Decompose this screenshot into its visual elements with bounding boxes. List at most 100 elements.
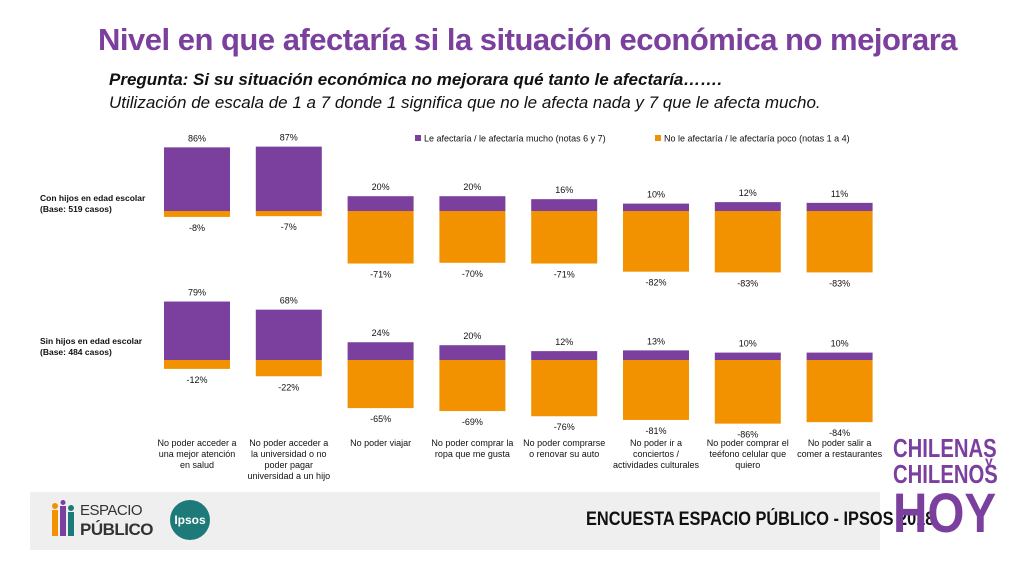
category-label: poder pagar xyxy=(265,460,314,470)
bar-affects-little xyxy=(806,360,873,423)
category-label: o renovar su auto xyxy=(529,449,599,459)
legend-swatch xyxy=(415,135,421,141)
page-title: Nivel en que afectaría si la situación e… xyxy=(98,22,958,57)
bar-affects-much xyxy=(255,146,322,211)
bar-affects-much xyxy=(714,352,781,360)
data-label-affects-little: -86% xyxy=(737,430,758,440)
category-label: quiero xyxy=(735,460,760,470)
bar-affects-much xyxy=(439,196,506,211)
espacio-word: ESPACIO xyxy=(80,502,143,519)
data-label-affects-much: 79% xyxy=(188,288,206,298)
category-label: No poder salir a xyxy=(808,438,872,448)
category-label: una mejor atención xyxy=(159,449,236,459)
data-label-affects-much: 10% xyxy=(647,190,665,200)
bar-affects-little xyxy=(714,360,781,424)
bar-affects-little xyxy=(439,360,506,412)
bar-affects-little xyxy=(806,211,873,273)
panel-label: Sin hijos en edad escolar xyxy=(40,336,143,346)
data-label-affects-much: 16% xyxy=(555,185,573,195)
category-label: comer a restaurantes xyxy=(797,449,883,459)
brand-line-3: HOY xyxy=(893,481,997,544)
bar-affects-much xyxy=(255,309,322,360)
chilenas-chilenos-hoy-logo: CHILENAS y CHILENOS HOY xyxy=(893,433,1003,553)
panel-base-label: (Base: 519 casos) xyxy=(40,204,112,214)
category-label: No poder viajar xyxy=(350,438,411,448)
category-label: No poder comprarse xyxy=(523,438,605,448)
data-label-affects-much: 68% xyxy=(280,296,298,306)
category-label: No poder comprar la xyxy=(431,438,513,448)
data-label-affects-little: -7% xyxy=(281,222,297,232)
espacio-publico-logo: ESPACIO PÚBLICO xyxy=(50,500,160,542)
data-label-affects-little: -69% xyxy=(462,417,483,427)
bar-affects-little xyxy=(347,211,414,264)
survey-footer-title: ENCUESTA ESPACIO PÚBLICO - IPSOS 2018 xyxy=(586,509,935,530)
data-label-affects-much: 24% xyxy=(372,328,390,338)
data-label-affects-much: 12% xyxy=(555,337,573,347)
data-label-affects-much: 11% xyxy=(831,189,848,199)
question-text: Pregunta: Si su situación económica no m… xyxy=(109,70,723,89)
data-label-affects-little: -84% xyxy=(829,428,850,438)
legend-label: Le afectaría / le afectaría mucho (notas… xyxy=(424,134,606,144)
data-label-affects-little: -83% xyxy=(737,278,758,288)
bar-affects-much xyxy=(806,202,873,211)
data-label-affects-little: -76% xyxy=(554,422,575,432)
bar-affects-much xyxy=(439,345,506,360)
data-label-affects-little: -8% xyxy=(189,223,205,233)
category-label: conciertos / xyxy=(633,449,680,459)
bar-affects-little xyxy=(623,360,689,420)
bar-affects-little xyxy=(531,211,598,264)
category-label: No poder comprar el xyxy=(707,438,789,448)
category-label: teéfono celular que xyxy=(710,449,787,459)
bar-affects-little xyxy=(164,211,230,217)
category-label: No poder acceder a xyxy=(249,438,328,448)
data-label-affects-little: -65% xyxy=(370,414,391,424)
publico-word: PÚBLICO xyxy=(80,520,154,539)
data-label-affects-little: -81% xyxy=(645,426,666,436)
category-label: la universidad o no xyxy=(251,449,327,459)
legend-label: No le afectaría / le afectaría poco (not… xyxy=(664,134,850,144)
panel-label: Con hijos en edad escolar xyxy=(40,193,146,203)
bar-affects-much xyxy=(164,147,230,211)
brand-line-1: CHILENAS xyxy=(893,433,997,463)
panel-base-label: (Base: 484 casos) xyxy=(40,347,112,357)
category-label: No poder ir a xyxy=(630,438,682,448)
bar-affects-much xyxy=(623,350,689,360)
data-label-affects-little: -71% xyxy=(554,270,575,280)
bar-affects-little xyxy=(439,211,506,263)
bar-affects-little xyxy=(531,360,598,417)
brand-line-2: CHILENOS xyxy=(893,459,998,489)
data-label-affects-much: 10% xyxy=(831,339,849,349)
data-label-affects-little: -12% xyxy=(186,375,207,385)
bar-affects-much xyxy=(347,342,414,360)
bar-affects-much xyxy=(164,301,230,360)
bar-affects-little xyxy=(255,360,322,377)
data-label-affects-little: -71% xyxy=(370,270,391,280)
data-label-affects-much: 87% xyxy=(280,133,298,143)
bar-affects-little xyxy=(164,360,230,369)
legend-swatch xyxy=(655,135,661,141)
data-label-affects-little: -22% xyxy=(278,382,299,392)
category-label: en salud xyxy=(180,460,214,470)
bar-affects-much xyxy=(531,351,598,360)
bar-affects-little xyxy=(255,211,322,217)
data-label-affects-little: -82% xyxy=(645,278,666,288)
category-label: actividades culturales xyxy=(613,460,700,470)
data-label-affects-much: 13% xyxy=(647,336,665,346)
bar-affects-little xyxy=(347,360,414,409)
ipsos-logo: Ipsos xyxy=(170,500,210,540)
bar-affects-much xyxy=(531,199,598,211)
data-label-affects-little: -83% xyxy=(829,278,850,288)
bar-affects-little xyxy=(623,211,689,272)
bar-affects-much xyxy=(714,202,781,211)
espacio-publico-logo-mark-icon xyxy=(52,500,74,536)
bar-affects-little xyxy=(714,211,781,273)
category-label: ropa que me gusta xyxy=(435,449,510,459)
data-label-affects-much: 20% xyxy=(463,182,481,192)
category-label: No poder acceder a xyxy=(157,438,236,448)
brand-y: y xyxy=(985,453,993,469)
data-label-affects-much: 20% xyxy=(372,182,390,192)
bar-affects-much xyxy=(347,196,414,211)
data-label-affects-little: -70% xyxy=(462,269,483,279)
data-label-affects-much: 86% xyxy=(188,133,206,143)
